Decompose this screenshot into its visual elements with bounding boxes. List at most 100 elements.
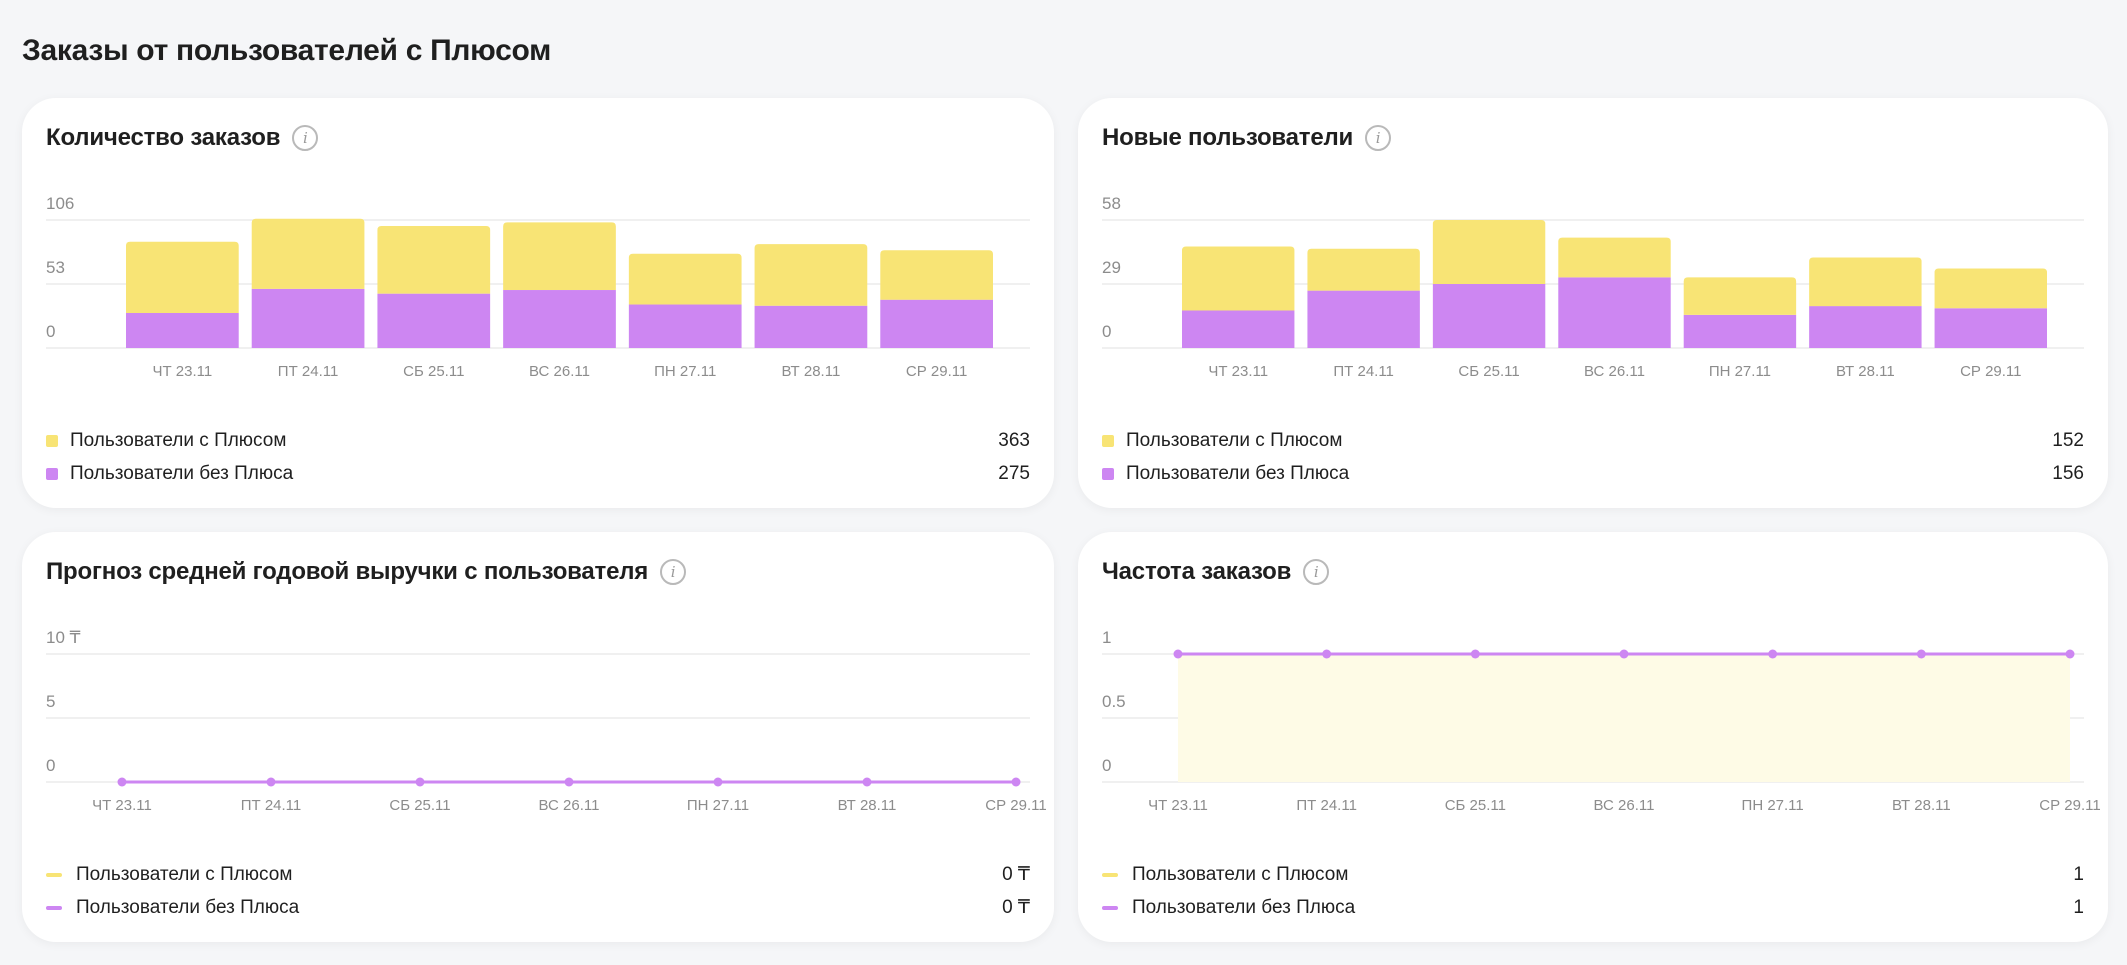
bar-plus	[628, 253, 742, 305]
orders-count-chart: 0 53 106 ЧТ 23.11 ПТ 24.11 СБ 25.11 ВС 26.11 ПН…	[46, 194, 1030, 380]
data-point	[1619, 649, 1629, 659]
no-plus-swatch	[1102, 467, 1114, 480]
bar-no-plus	[1809, 306, 1922, 348]
info-icon[interactable]: i	[1365, 125, 1392, 151]
bar-no-plus	[1683, 314, 1797, 348]
legend-value: 363	[998, 429, 1030, 451]
y-tick-label: 10 ₸	[46, 628, 81, 647]
bar-no-plus	[754, 305, 868, 348]
card-title-text: Прогноз средней годовой выручки с пользо…	[46, 558, 649, 585]
area-fill	[1178, 654, 2070, 782]
legend-item-plus[interactable]: Пользователи с Плюсом 152	[1102, 424, 2084, 457]
page-title: Заказы от пользователей с Плюсом	[22, 34, 552, 67]
legend-label: Пользователи с Плюсом	[76, 863, 293, 885]
data-point	[117, 777, 127, 787]
x-tick-label: ЧТ 23.11	[92, 797, 152, 814]
card-title-text: Новые пользователи	[1102, 124, 1354, 151]
x-tick-label: ПТ 24.11	[1296, 797, 1357, 814]
x-tick-label: ВС 26.11	[1584, 363, 1645, 380]
bar-plus	[503, 222, 616, 291]
legend-item-no-plus[interactable]: Пользователи без Плюса 156	[1102, 457, 2084, 490]
no-plus-line-swatch	[1102, 905, 1118, 910]
order-frequency-chart: 0 0.5 1 ЧТ 23.11 ПТ 24.11 СБ 25.11 ВС 26.11 ПН …	[1102, 628, 2101, 814]
data-point	[2065, 649, 2075, 659]
data-point	[1011, 777, 1021, 787]
bar-plus	[1432, 220, 1546, 284]
legend-label: Пользователи без Плюса	[76, 896, 300, 918]
x-tick-label: ПТ 24.11	[278, 363, 339, 380]
x-tick-label: ВС 26.11	[529, 363, 590, 380]
x-tick-label: СБ 25.11	[403, 363, 464, 380]
data-point	[415, 777, 425, 787]
x-tick-label: ПН 27.11	[1709, 363, 1771, 380]
plus-swatch	[1102, 434, 1114, 447]
legend: Пользователи с Плюсом 0 ₸ Пользователи б…	[46, 858, 1030, 924]
y-tick-label: 0	[1102, 322, 1111, 341]
bar-plus	[754, 244, 868, 306]
y-tick-label: 53	[46, 258, 65, 277]
legend-item-no-plus[interactable]: Пользователи без Плюса 1	[1102, 891, 2084, 924]
legend-label: Пользователи с Плюсом	[1132, 863, 1349, 885]
x-tick-label: ПТ 24.11	[1333, 363, 1394, 380]
bar-no-plus	[1307, 290, 1420, 348]
card-title-text: Частота заказов	[1102, 558, 1292, 585]
data-point	[713, 777, 723, 787]
legend: Пользователи с Плюсом 1 Пользователи без…	[1102, 858, 2084, 924]
x-tick-label: ВТ 28.11	[838, 797, 897, 814]
legend-value: 275	[998, 462, 1030, 484]
bar-plus	[880, 250, 993, 300]
x-tick-label: ЧТ 23.11	[152, 363, 212, 380]
bar-no-plus	[377, 293, 491, 348]
bar-no-plus	[126, 312, 239, 348]
y-tick-label: 106	[46, 194, 74, 213]
data-point	[1916, 649, 1926, 659]
legend-value: 0 ₸	[1002, 897, 1030, 918]
data-point	[1470, 649, 1480, 659]
bar-plus	[1182, 246, 1295, 311]
x-tick-label: ПН 27.11	[654, 363, 716, 380]
legend-label: Пользователи с Плюсом	[1126, 429, 1343, 451]
legend-value: 156	[2052, 462, 2084, 484]
order-frequency-card: Частота заказов i 0 0.5 1 ЧТ 23.11 ПТ 24.11 С…	[1078, 532, 2108, 942]
legend-value: 152	[2052, 429, 2084, 451]
y-tick-label: 0.5	[1102, 692, 1126, 711]
legend-item-plus[interactable]: Пользователи с Плюсом 363	[46, 424, 1030, 457]
legend: Пользователи с Плюсом 363 Пользователи б…	[46, 424, 1030, 490]
bar-no-plus	[1182, 310, 1295, 348]
legend-item-no-plus[interactable]: Пользователи без Плюса 275	[46, 457, 1030, 490]
bar-plus	[1307, 248, 1420, 291]
x-tick-label: ВТ 28.11	[782, 363, 841, 380]
plus-line-swatch	[1102, 872, 1118, 877]
new-users-card: Новые пользователи i 0 29 58 ЧТ 23.11 ПТ 24.…	[1078, 98, 2108, 508]
bar-plus	[1934, 268, 2047, 309]
x-tick-label: СБ 25.11	[389, 797, 450, 814]
x-tick-label: СР 29.11	[1960, 363, 2021, 380]
y-tick-label: 0	[46, 322, 55, 341]
legend-item-plus[interactable]: Пользователи с Плюсом 1	[1102, 858, 2084, 891]
top-strip	[0, 0, 2127, 12]
bar-no-plus	[880, 299, 993, 348]
x-tick-label: СР 29.11	[2039, 797, 2100, 814]
legend-item-plus[interactable]: Пользователи с Плюсом 0 ₸	[46, 858, 1030, 891]
bar-no-plus	[1432, 284, 1546, 348]
legend-value: 0 ₸	[1002, 864, 1030, 885]
info-icon[interactable]: i	[1303, 559, 1330, 585]
legend-label: Пользователи без Плюса	[1132, 896, 1356, 918]
bar-plus	[1809, 257, 1922, 307]
bar-plus	[1558, 237, 1671, 278]
bar-plus	[126, 241, 239, 313]
info-icon[interactable]: i	[292, 125, 319, 151]
info-icon[interactable]: i	[660, 559, 687, 585]
x-tick-label: СР 29.11	[906, 363, 967, 380]
legend-value: 1	[2073, 863, 2084, 885]
data-point	[1173, 649, 1183, 659]
x-tick-label: ВТ 28.11	[1836, 363, 1895, 380]
data-point	[266, 777, 276, 787]
card-title: Новые пользователи i	[1102, 124, 1392, 152]
card-title: Прогноз средней годовой выручки с пользо…	[46, 558, 687, 586]
x-tick-label: ПН 27.11	[687, 797, 749, 814]
y-tick-label: 58	[1102, 194, 1121, 213]
legend-item-no-plus[interactable]: Пользователи без Плюса 0 ₸	[46, 891, 1030, 924]
x-tick-label: ПТ 24.11	[241, 797, 302, 814]
orders-count-card: Количество заказов i 0 53 106 ЧТ 23.11 ПТ 24…	[22, 98, 1054, 508]
